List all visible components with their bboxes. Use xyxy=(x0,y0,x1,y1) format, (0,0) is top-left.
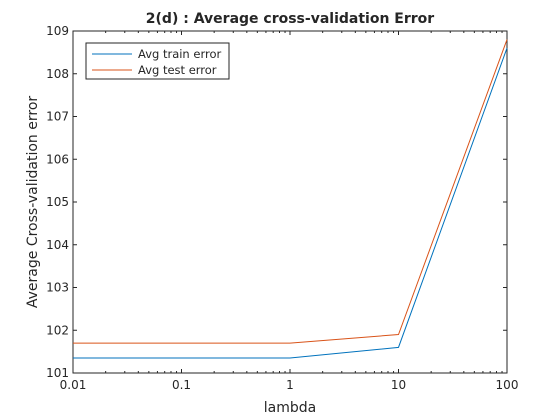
legend-label-train: Avg train error xyxy=(138,47,221,61)
x-tick-label: 1 xyxy=(286,378,294,392)
y-axis-label: Average Cross-validation error xyxy=(25,96,41,309)
x-axis-ticks: 0.01 0.1 1 10 100 xyxy=(60,31,519,392)
y-tick-label: 105 xyxy=(46,195,69,209)
y-tick-label: 102 xyxy=(46,323,69,337)
x-tick-label: 100 xyxy=(496,378,519,392)
legend-label-test: Avg test error xyxy=(138,63,217,77)
y-tick-label: 103 xyxy=(46,281,69,295)
y-tick-label: 109 xyxy=(46,24,69,38)
x-axis-label: lambda xyxy=(264,400,316,416)
chart-title: 2(d) : Average cross-validation Error xyxy=(146,11,434,27)
y-tick-label: 104 xyxy=(46,238,69,252)
x-tick-label: 0.01 xyxy=(60,378,87,392)
series-line-0 xyxy=(73,47,508,359)
series-line-1 xyxy=(73,39,508,344)
y-axis-ticks: 101 102 103 104 105 106 107 108 109 xyxy=(46,24,507,380)
series-lines xyxy=(73,39,508,359)
y-tick-label: 107 xyxy=(46,110,69,124)
plot-area xyxy=(72,30,508,374)
legend: Avg train error Avg test error xyxy=(85,42,230,80)
y-tick-label: 106 xyxy=(46,152,69,166)
y-tick-label: 101 xyxy=(46,366,69,380)
x-tick-label: 10 xyxy=(391,378,406,392)
legend-box xyxy=(85,42,230,80)
x-tick-label: 0.1 xyxy=(172,378,191,392)
y-tick-label: 108 xyxy=(46,67,69,81)
